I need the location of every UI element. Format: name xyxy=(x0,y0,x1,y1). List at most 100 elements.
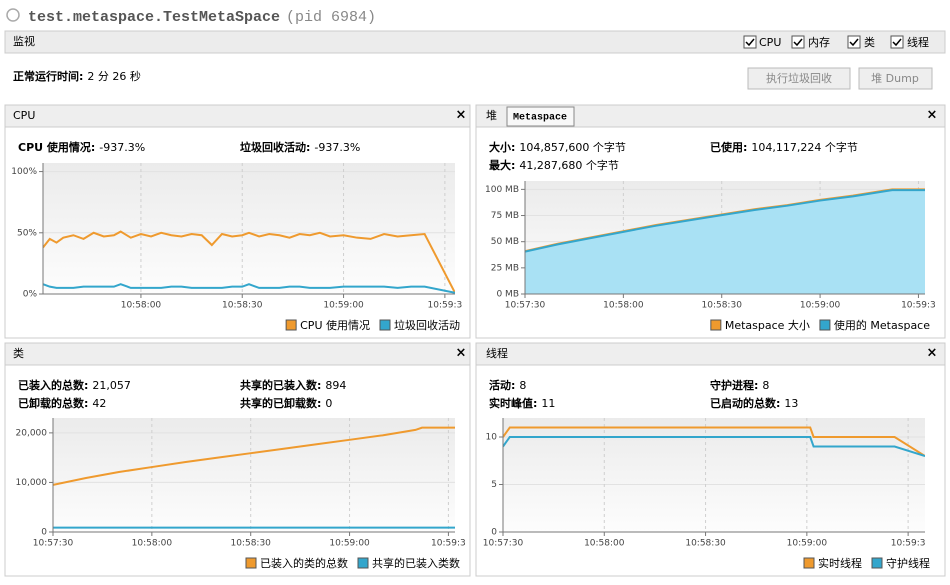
stat-value: 0 xyxy=(325,397,332,410)
close-button[interactable]: × xyxy=(927,346,938,361)
legend-swatch xyxy=(357,557,369,569)
close-button[interactable]: × xyxy=(456,346,467,361)
stat: 大小: 104,857,600 个字节 xyxy=(489,140,626,154)
stat-value: 11 xyxy=(541,397,555,410)
legend: Metaspace 大小 使用的 Metaspace xyxy=(710,318,930,332)
y-tick-label: 50 MB xyxy=(491,237,519,247)
stat: CPU 使用情况: -937.3% xyxy=(18,140,145,154)
x-tick-label: 10:59:00 xyxy=(787,539,828,549)
stat-label: 实时峰值: xyxy=(489,396,537,410)
stat-value: 8 xyxy=(519,379,526,392)
stat-label: 共享的已装入数: xyxy=(240,378,321,392)
panel-title: 线程 xyxy=(486,346,508,360)
stat-label: 已装入的总数: xyxy=(18,378,88,392)
x-tick-label: 10:58:30 xyxy=(702,301,743,311)
legend-swatch xyxy=(803,557,815,569)
legend-swatch xyxy=(819,319,831,331)
app-icon xyxy=(6,8,20,22)
panel-tab[interactable]: Metaspace xyxy=(513,113,567,124)
stat: 已使用: 104,117,224 个字节 xyxy=(710,140,858,154)
chart: 0 10,000 20,000 10:57:30 10:58:00 10:58:30 10:… xyxy=(16,418,466,570)
x-tick-label: 10:59:3 xyxy=(891,539,926,549)
chart: 0% 50% 100% 10:58:00 10:58:30 10:59:00 10:59:3… xyxy=(11,163,462,332)
stat: 活动: 8 xyxy=(489,378,526,392)
plot-area xyxy=(53,418,455,532)
close-button[interactable]: × xyxy=(927,108,938,123)
checkbox-label[interactable]: 线程 xyxy=(907,35,929,49)
x-tick-label: 10:58:30 xyxy=(685,539,726,549)
chart: 0 5 10 10:57:30 10:58:00 10:58:30 10:59:00 10:5… xyxy=(483,418,930,570)
y-tick-label: 0 xyxy=(491,528,497,538)
stat: 共享的已卸载数: 0 xyxy=(240,396,332,410)
stat: 已装入的总数: 21,057 xyxy=(18,378,131,392)
tab-label[interactable]: 监视 xyxy=(13,34,35,48)
y-tick-label: 20,000 xyxy=(16,428,48,438)
x-tick-label: 10:59:00 xyxy=(323,301,364,311)
y-tick-label: 0% xyxy=(23,290,38,300)
stat: 垃圾回收活动: -937.3% xyxy=(240,140,360,154)
stat-label: 已卸载的总数: xyxy=(18,396,88,410)
x-tick-label: 10:58:00 xyxy=(584,539,625,549)
panel-header xyxy=(475,342,946,366)
panel-title: CPU xyxy=(13,109,35,122)
legend-swatch xyxy=(379,319,391,331)
title: test.metaspace.TestMetaSpace xyxy=(28,9,280,26)
checkbox-label[interactable]: CPU xyxy=(759,36,781,49)
active-tab[interactable] xyxy=(506,106,575,127)
x-tick-label: 10:58:00 xyxy=(603,301,644,311)
y-tick-label: 5 xyxy=(491,480,497,490)
stat: 守护进程: 8 xyxy=(710,378,769,392)
stat: 实时峰值: 11 xyxy=(489,396,555,410)
legend-swatch xyxy=(710,319,722,331)
uptime-value: 2 分 26 秒 xyxy=(87,69,141,83)
button-label[interactable]: 堆 Dump xyxy=(871,72,919,85)
panel-header xyxy=(475,104,946,128)
close-button[interactable]: × xyxy=(456,108,467,123)
legend-label: 守护线程 xyxy=(886,556,930,570)
area xyxy=(525,190,925,294)
panel-title: 类 xyxy=(13,346,24,360)
button-label[interactable]: 执行垃圾回收 xyxy=(766,71,832,85)
x-tick-label: 10:59:3 xyxy=(901,301,936,311)
legend-swatch xyxy=(285,319,297,331)
checkbox-label[interactable]: 内存 xyxy=(808,35,830,49)
stat-label: 最大: xyxy=(489,158,515,172)
y-tick-label: 75 MB xyxy=(491,211,519,221)
checkbox-label[interactable]: 类 xyxy=(864,35,875,49)
legend: CPU 使用情况 垃圾回收活动 xyxy=(285,318,460,332)
stat: 最大: 41,287,680 个字节 xyxy=(489,158,619,172)
checkbox[interactable] xyxy=(847,35,861,49)
heap-dump-button[interactable] xyxy=(858,67,933,90)
plot-area xyxy=(43,163,455,294)
stat-value: 104,857,600 个字节 xyxy=(519,140,625,154)
line xyxy=(525,189,925,253)
checkbox[interactable] xyxy=(743,35,757,49)
y-tick-label: 0 xyxy=(41,528,47,538)
checkbox[interactable] xyxy=(791,35,805,49)
x-tick-label: 10:58:00 xyxy=(132,539,173,549)
stat-value: 894 xyxy=(325,379,346,392)
stat-label: 活动: xyxy=(489,378,515,392)
checkbox-group: CPU 内存 类 线程 xyxy=(743,35,929,49)
x-tick-label: 10:59:3 xyxy=(428,301,463,311)
stat-value: 21,057 xyxy=(92,379,131,392)
pid: (pid 6984) xyxy=(286,9,376,26)
x-tick-label: 10:59:00 xyxy=(329,539,370,549)
checkbox[interactable] xyxy=(890,35,904,49)
stat-value: 41,287,680 个字节 xyxy=(519,158,618,172)
x-tick-label: 10:57:30 xyxy=(483,539,524,549)
legend-swatch xyxy=(871,557,883,569)
x-tick-label: 10:59:3 xyxy=(431,539,466,549)
x-tick-label: 10:58:00 xyxy=(121,301,162,311)
stat-value: -937.3% xyxy=(314,141,360,154)
y-tick-label: 100 MB xyxy=(485,185,519,195)
stat-label: 已启动的总数: xyxy=(710,396,780,410)
gc-button[interactable] xyxy=(747,67,851,90)
stat-label: 已使用: xyxy=(710,140,747,154)
line xyxy=(503,426,925,457)
panel-tab[interactable]: 堆 xyxy=(486,109,497,122)
legend-label: 共享的已装入类数 xyxy=(372,556,460,570)
legend-label: 实时线程 xyxy=(818,556,862,570)
